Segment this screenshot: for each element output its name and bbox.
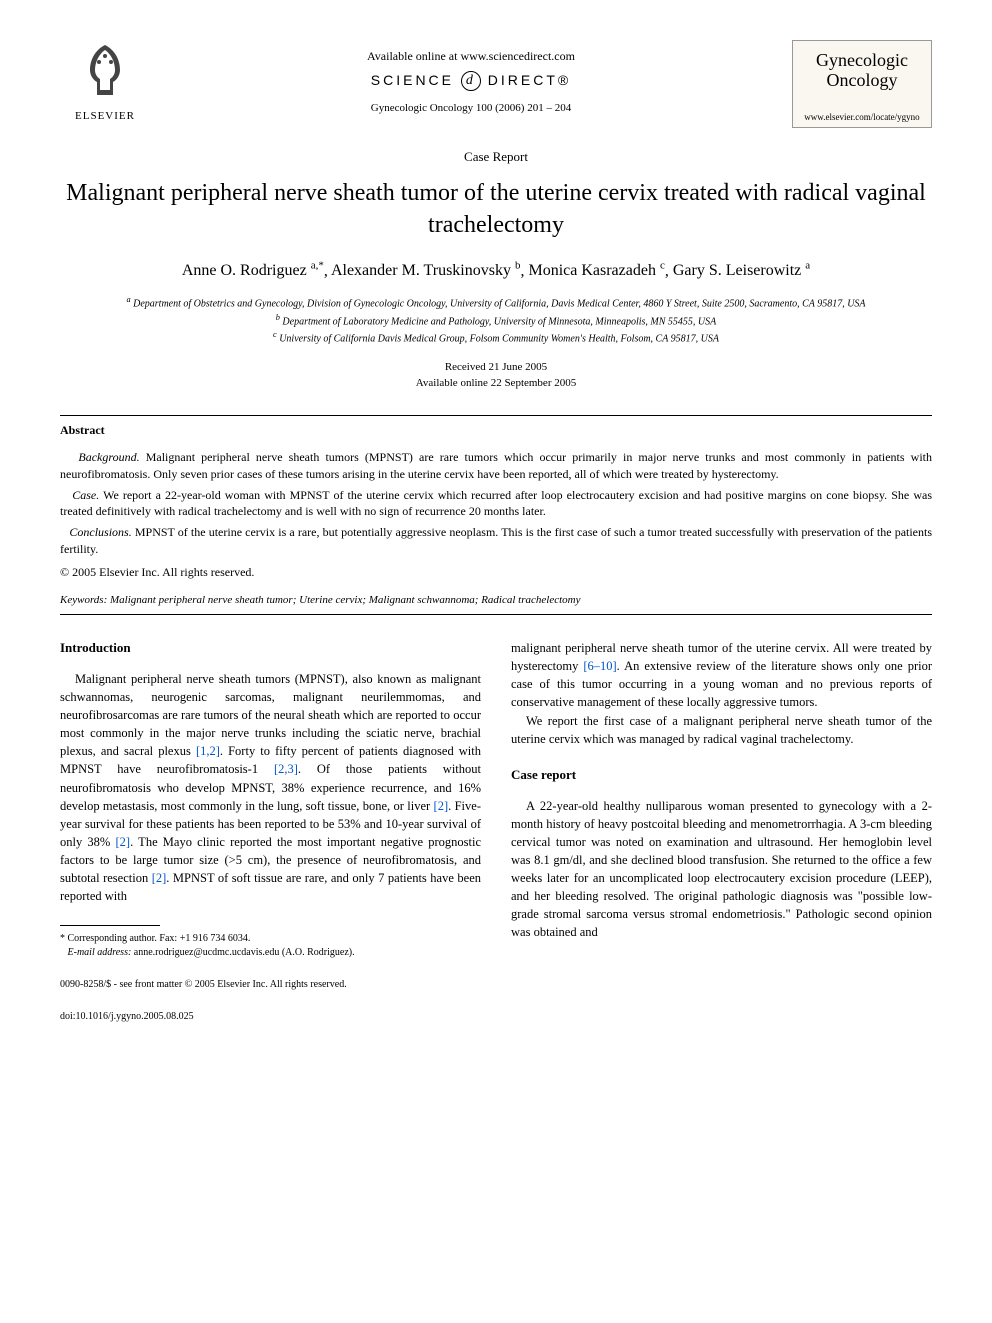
email-label: E-mail address: xyxy=(68,947,132,958)
article-dates: Received 21 June 2005 Available online 2… xyxy=(60,360,932,391)
journal-cover-box: Gynecologic Oncology www.elsevier.com/lo… xyxy=(792,40,932,128)
sd-d-icon: d xyxy=(461,71,481,91)
author-1: Anne O. Rodriguez a,* xyxy=(182,262,324,279)
conclusions-label: Conclusions. xyxy=(69,525,131,539)
author-4: Gary S. Leiserowitz a xyxy=(673,262,810,279)
publisher-name: ELSEVIER xyxy=(60,109,150,124)
ref-link-2c[interactable]: [2] xyxy=(152,871,167,885)
case-report-heading: Case report xyxy=(511,766,932,785)
journal-name: Gynecologic Oncology xyxy=(799,51,925,91)
sd-prefix: SCIENCE xyxy=(371,72,454,88)
abstract-heading: Abstract xyxy=(60,422,932,439)
affiliations: a Department of Obstetrics and Gynecolog… xyxy=(60,294,932,346)
available-online-text: Available online at www.sciencedirect.co… xyxy=(150,48,792,65)
abstract-background: Background. Malignant peripheral nerve s… xyxy=(60,449,932,483)
footer-front-matter: 0090-8258/$ - see front matter © 2005 El… xyxy=(60,978,932,992)
affiliation-c: c University of California Davis Medical… xyxy=(60,329,932,346)
intro-continuation: malignant peripheral nerve sheath tumor … xyxy=(511,639,932,712)
ref-link-1-2[interactable]: [1,2] xyxy=(196,744,220,758)
case-label: Case. xyxy=(72,488,99,502)
received-date: Received 21 June 2005 xyxy=(60,360,932,375)
left-column: Introduction Malignant peripheral nerve … xyxy=(60,639,481,960)
intro-paragraph-2: We report the first case of a malignant … xyxy=(511,712,932,748)
ref-link-2b[interactable]: [2] xyxy=(116,835,131,849)
journal-citation: Gynecologic Oncology 100 (2006) 201 – 20… xyxy=(150,101,792,116)
journal-url[interactable]: www.elsevier.com/locate/ygyno xyxy=(799,111,925,124)
background-text: Malignant peripheral nerve sheath tumors… xyxy=(60,450,932,481)
abstract-copyright: © 2005 Elsevier Inc. All rights reserved… xyxy=(60,564,932,581)
rule-below-keywords xyxy=(60,614,932,615)
author-3: Monica Kasrazadeh c xyxy=(528,262,664,279)
author-2: Alexander M. Truskinovsky b xyxy=(331,262,521,279)
affiliation-a: a Department of Obstetrics and Gynecolog… xyxy=(60,294,932,311)
footer-doi: doi:10.1016/j.ygyno.2005.08.025 xyxy=(60,1010,932,1024)
publisher-logo: ELSEVIER xyxy=(60,40,150,125)
ref-link-6-10[interactable]: [6–10] xyxy=(583,659,616,673)
affiliation-b: b Department of Laboratory Medicine and … xyxy=(60,312,932,329)
conclusions-text: MPNST of the uterine cervix is a rare, b… xyxy=(60,525,932,556)
online-date: Available online 22 September 2005 xyxy=(60,376,932,391)
right-column: malignant peripheral nerve sheath tumor … xyxy=(511,639,932,960)
footnote-separator xyxy=(60,925,160,926)
sd-suffix: DIRECT® xyxy=(488,72,571,88)
header-center: Available online at www.sciencedirect.co… xyxy=(150,40,792,116)
intro-paragraph-1: Malignant peripheral nerve sheath tumors… xyxy=(60,670,481,906)
page-header: ELSEVIER Available online at www.science… xyxy=(60,40,932,128)
body-columns: Introduction Malignant peripheral nerve … xyxy=(60,639,932,960)
rule-above-abstract xyxy=(60,415,932,416)
abstract-conclusions: Conclusions. MPNST of the uterine cervix… xyxy=(60,524,932,558)
authors-line: Anne O. Rodriguez a,*, Alexander M. Trus… xyxy=(60,259,932,283)
background-label: Background. xyxy=(78,450,139,464)
keywords-text: Malignant peripheral nerve sheath tumor;… xyxy=(110,594,580,606)
article-title: Malignant peripheral nerve sheath tumor … xyxy=(60,178,932,240)
elsevier-tree-icon xyxy=(75,40,135,100)
corresponding-email[interactable]: anne.rodriguez@ucdmc.ucdavis.edu (A.O. R… xyxy=(134,947,355,958)
sciencedirect-brand: SCIENCE d DIRECT® xyxy=(150,71,792,91)
introduction-heading: Introduction xyxy=(60,639,481,658)
article-type-label: Case Report xyxy=(60,148,932,166)
case-text: We report a 22-year-old woman with MPNST… xyxy=(60,488,932,519)
corresponding-author-note: * Corresponding author. Fax: +1 916 734 … xyxy=(60,932,481,946)
ref-link-2-3[interactable]: [2,3] xyxy=(274,762,298,776)
keywords-label: Keywords: xyxy=(60,594,107,606)
keywords: Keywords: Malignant peripheral nerve she… xyxy=(60,593,932,608)
abstract-case: Case. We report a 22-year-old woman with… xyxy=(60,487,932,521)
case-report-paragraph-1: A 22-year-old healthy nulliparous woman … xyxy=(511,797,932,942)
email-footnote: E-mail address: anne.rodriguez@ucdmc.ucd… xyxy=(60,946,481,960)
ref-link-2a[interactable]: [2] xyxy=(434,799,449,813)
